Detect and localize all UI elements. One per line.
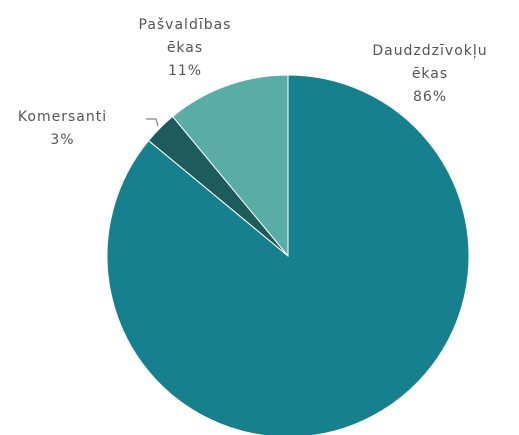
pie-slice (171, 74, 289, 258)
category-label: Pašvaldības ēkas (138, 17, 232, 56)
pie-slice (106, 74, 470, 435)
value-label: 86% (412, 89, 448, 105)
leader-line (146, 118, 159, 127)
value-label: 3% (50, 132, 75, 148)
category-label: Daudzdzīvokļu ēkas (372, 43, 488, 82)
category-label: Komersanti (17, 109, 108, 125)
data-label: Komersanti 3% (0, 106, 125, 152)
data-label: Pašvaldības ēkas 11% (115, 14, 255, 83)
value-label: 11% (167, 63, 203, 79)
data-label: Daudzdzīvokļu ēkas 86% (365, 40, 495, 109)
